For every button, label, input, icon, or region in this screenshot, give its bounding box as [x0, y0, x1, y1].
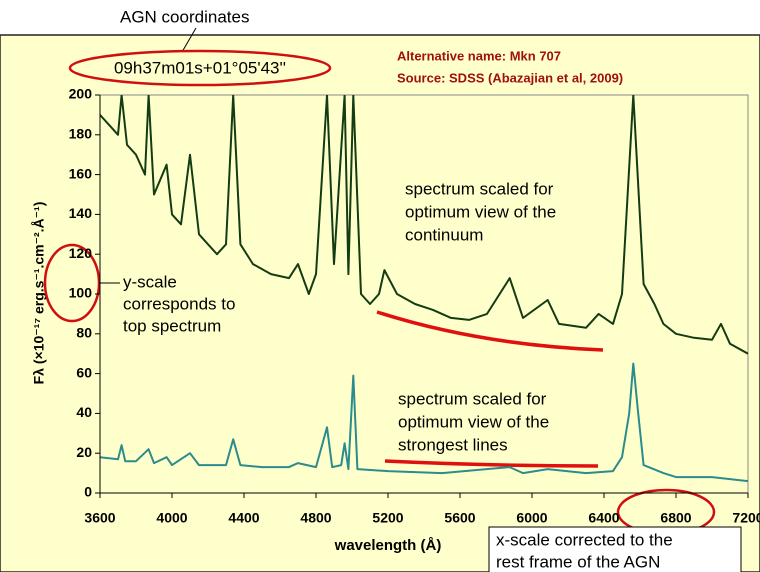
x-tick-label: 5200	[372, 510, 403, 526]
annotation: top spectrum	[123, 316, 221, 335]
x-tick-label: 6400	[588, 510, 619, 526]
spectrum-line	[100, 95, 748, 355]
highlight-ellipse	[68, 49, 332, 87]
annotation: strongest lines	[398, 435, 508, 454]
underline	[384, 459, 599, 468]
y-tick-label: 80	[76, 325, 92, 341]
x-tick-label: 6000	[516, 510, 547, 526]
annotation: corresponds to	[123, 294, 235, 313]
y-tick-label: 20	[76, 444, 92, 460]
y-tick-label: 120	[69, 245, 93, 261]
y-tick-label: 100	[69, 285, 93, 301]
coordinates: 09h37m01s+01°05'43''	[114, 58, 286, 77]
y-tick-label: 140	[69, 205, 93, 221]
y-tick-label: 180	[69, 126, 93, 142]
info: Source: SDSS (Abazajian et al, 2009)	[397, 70, 623, 85]
annotation: x-scale corrected to the	[496, 530, 673, 549]
x-tick-label: 4400	[228, 510, 259, 526]
annotation: optimum view of the	[405, 202, 556, 221]
annotation: spectrum scaled for	[398, 389, 547, 408]
annotation: rest frame of the AGN	[496, 552, 660, 571]
y-axis-label: Fλ (×10⁻¹⁷ erg.s⁻¹.cm⁻².Å⁻¹)	[31, 202, 47, 385]
x-tick-label: 5600	[444, 510, 475, 526]
x-tick-label: 4800	[300, 510, 331, 526]
y-tick-label: 200	[69, 86, 93, 102]
y-tick-label: 160	[69, 165, 93, 181]
x-tick-label: 6800	[660, 510, 691, 526]
annotation: spectrum scaled for	[405, 179, 554, 198]
spectrum-line	[100, 362, 748, 483]
x-axis-label: wavelength (Å)	[334, 537, 442, 554]
x-tick-label: 7200	[732, 510, 760, 526]
annotation: optimum view of the	[398, 412, 549, 431]
note-box	[488, 526, 742, 572]
y-tick-label: 0	[84, 484, 92, 500]
x-tick-label: 3600	[84, 510, 115, 526]
pointer	[181, 27, 197, 53]
info: Alternative name: Mkn 707	[397, 48, 561, 63]
x-tick-label: 4000	[156, 510, 187, 526]
y-tick-label: 40	[76, 404, 92, 420]
y-tick-label: 60	[76, 364, 92, 380]
top-label: AGN coordinates	[120, 7, 249, 26]
annotation: y-scale	[123, 272, 177, 291]
underline	[376, 310, 604, 352]
annotation: continuum	[405, 225, 483, 244]
